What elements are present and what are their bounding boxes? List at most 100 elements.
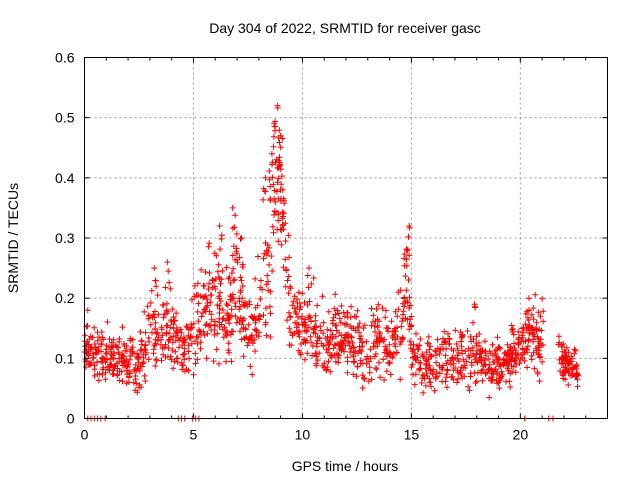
data-point — [436, 362, 443, 369]
data-point — [555, 333, 562, 340]
data-point — [186, 355, 193, 362]
data-point — [492, 366, 499, 373]
data-point — [562, 376, 569, 383]
x-axis-label: GPS time / hours — [292, 458, 399, 474]
data-point — [416, 342, 422, 349]
data-point — [229, 252, 236, 259]
data-point — [563, 344, 570, 351]
data-point — [309, 343, 316, 349]
data-point — [334, 340, 341, 347]
data-point — [424, 358, 431, 365]
data-point — [119, 351, 125, 358]
data-point — [382, 314, 389, 321]
data-point — [264, 272, 271, 279]
data-point — [392, 308, 399, 315]
data-point — [535, 309, 542, 316]
data-point — [313, 360, 320, 367]
data-point — [489, 352, 496, 359]
data-point — [227, 280, 234, 286]
data-point — [240, 353, 247, 360]
data-point — [452, 354, 458, 361]
data-point — [319, 293, 326, 300]
data-point — [158, 324, 165, 331]
data-point — [211, 250, 218, 257]
data-point — [526, 323, 533, 330]
data-point — [103, 342, 110, 349]
data-point — [181, 356, 188, 363]
data-point — [536, 326, 543, 333]
data-point — [110, 355, 117, 361]
data-point — [82, 348, 89, 355]
data-point — [222, 317, 229, 324]
data-point — [399, 318, 405, 325]
data-point — [303, 328, 310, 335]
data-point — [465, 383, 472, 390]
data-point — [397, 338, 404, 345]
data-point — [386, 359, 393, 366]
data-point — [239, 261, 246, 268]
data-point — [116, 335, 123, 342]
data-point — [478, 348, 485, 355]
data-point — [304, 302, 311, 308]
data-point — [260, 255, 267, 262]
data-point — [305, 324, 312, 331]
data-point — [403, 246, 410, 253]
data-point — [359, 385, 366, 391]
data-point — [203, 304, 210, 311]
data-point — [270, 229, 277, 236]
data-point — [176, 344, 182, 351]
data-point — [236, 254, 243, 261]
data-point — [169, 347, 176, 354]
x-tick-label: 0 — [81, 427, 89, 443]
data-point — [269, 159, 276, 166]
data-point — [531, 365, 538, 372]
data-point — [267, 288, 274, 295]
data-point — [295, 289, 302, 296]
data-point — [297, 303, 304, 310]
data-point — [280, 213, 287, 220]
data-point — [249, 315, 256, 321]
data-point — [152, 326, 159, 333]
data-point — [147, 321, 154, 328]
data-point — [123, 356, 130, 363]
data-point — [225, 340, 232, 347]
data-point — [375, 301, 382, 308]
data-point — [193, 292, 200, 298]
data-point — [163, 330, 170, 337]
data-point — [381, 377, 388, 383]
data-point — [246, 335, 253, 342]
data-point — [348, 334, 355, 341]
data-point — [102, 359, 109, 366]
data-point — [193, 333, 200, 340]
chart-title: Day 304 of 2022, SRMTID for receiver gas… — [209, 20, 481, 36]
data-point — [236, 298, 243, 305]
data-point — [207, 299, 214, 306]
data-point — [472, 303, 478, 310]
data-point — [536, 378, 543, 385]
data-point — [234, 315, 241, 322]
data-point — [427, 343, 434, 350]
data-point — [123, 367, 130, 374]
data-point — [528, 356, 535, 363]
data-point — [173, 355, 180, 362]
data-point — [233, 231, 240, 237]
data-point — [95, 377, 102, 384]
data-point — [127, 337, 134, 344]
data-point — [219, 307, 226, 313]
data-point — [486, 365, 493, 372]
data-point — [123, 343, 130, 349]
data-point — [524, 364, 531, 371]
data-point — [417, 336, 424, 342]
data-point — [230, 277, 237, 284]
data-point — [401, 303, 408, 310]
data-point — [406, 294, 413, 301]
data-point — [532, 291, 539, 298]
data-point — [211, 331, 218, 338]
data-point — [165, 337, 172, 344]
data-point — [233, 245, 240, 252]
data-point — [190, 371, 197, 378]
data-point — [408, 364, 415, 370]
data-point — [242, 326, 249, 333]
data-point — [233, 319, 240, 326]
